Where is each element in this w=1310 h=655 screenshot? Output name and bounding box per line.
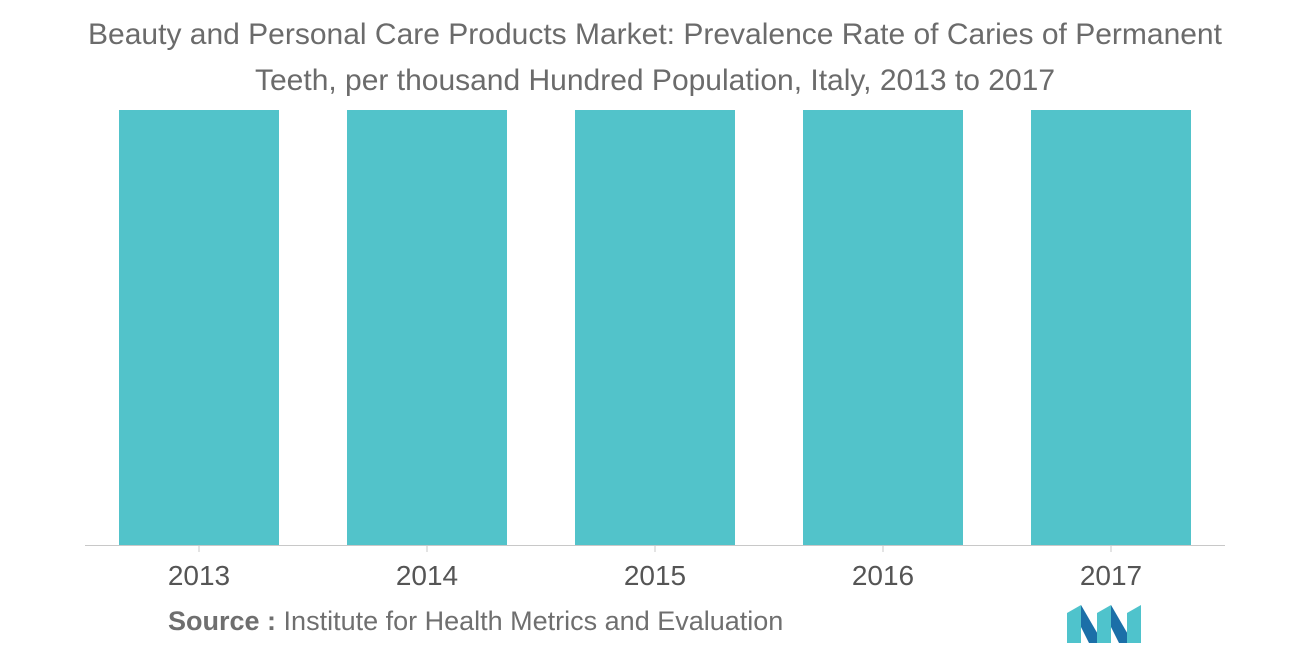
source-label: Source : (168, 606, 277, 636)
bar-2013 (119, 110, 279, 545)
x-tick-label-2015: 2015 (624, 560, 686, 591)
bar-2017 (1031, 110, 1191, 545)
source-text: Institute for Health Metrics and Evaluat… (283, 606, 784, 636)
x-tick-label-2016: 2016 (852, 560, 914, 591)
source-note: Source : Institute for Health Metrics an… (168, 606, 783, 637)
x-tick-label-2017: 2017 (1080, 560, 1142, 591)
x-tick-label-2014: 2014 (396, 560, 458, 591)
bar-2015 (575, 110, 735, 545)
x-tick-label-2013: 2013 (168, 560, 230, 591)
chart-title: Beauty and Personal Care Products Market… (0, 12, 1310, 104)
mordor-intelligence-logo-icon (1067, 605, 1141, 643)
bar-2014 (347, 110, 507, 545)
chart-title-line-2: Teeth, per thousand Hundred Population, … (254, 64, 1056, 97)
bar-2016 (803, 110, 963, 545)
chart-title-line-1: Beauty and Personal Care Products Market… (88, 18, 1222, 51)
